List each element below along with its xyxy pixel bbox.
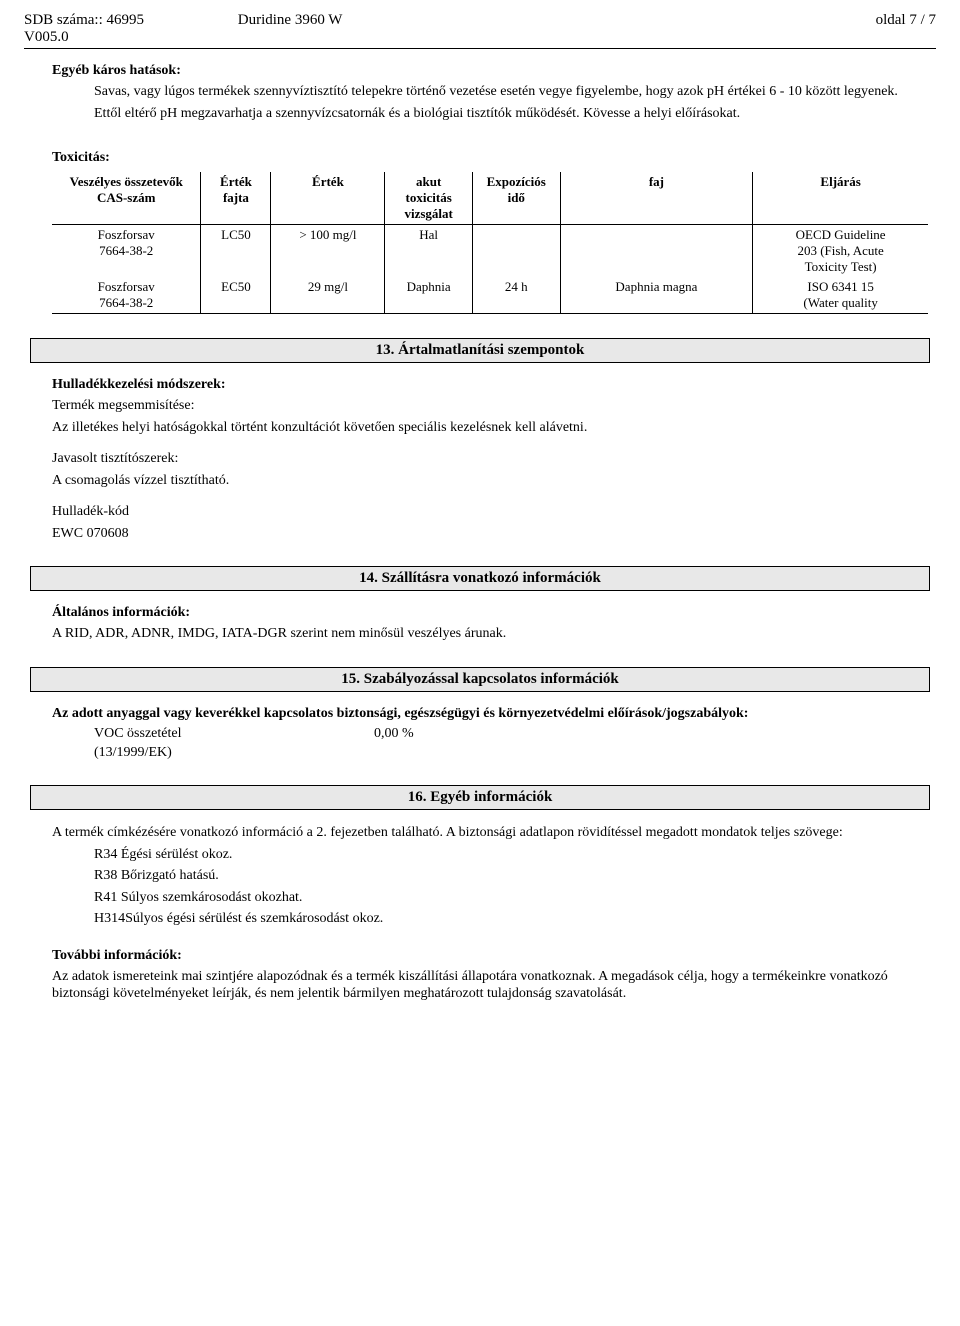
table-cell: Daphnia magna [560, 277, 753, 314]
disposal-label: Termék megsemmisítése: [52, 397, 928, 415]
table-cell: 29 mg/l [271, 277, 385, 314]
toxicity-table: Veszélyes összetevők CAS-szám Érték fajt… [52, 172, 928, 314]
section-14-header: 14. Szállításra vonatkozó információk [30, 566, 930, 591]
effects-text-1: Savas, vagy lúgos termékek szennyvíztisz… [94, 83, 928, 101]
th-valuetype-2: fajta [223, 190, 249, 205]
r38-phrase: R38 Bőrizgató hatású. [94, 867, 928, 885]
th-species: faj [649, 174, 664, 189]
further-info-text: Az adatok ismereteink mai szintjére alap… [52, 968, 928, 1003]
table-cell [560, 225, 753, 278]
th-method: Eljárás [820, 174, 860, 189]
table-cell: Hal [385, 225, 473, 278]
h314-phrase: H314Súlyos égési sérülést és szemkárosod… [94, 910, 928, 928]
th-cas: CAS-szám [97, 190, 156, 205]
th-exp-2: idő [508, 190, 525, 205]
product-title: Duridine 3960 W [238, 12, 343, 28]
table-cell: ISO 6341 15 (Water quality [753, 277, 928, 314]
general-info-text: A RID, ADR, ADNR, IMDG, IATA-DGR szerint… [52, 625, 928, 643]
version: V005.0 [24, 29, 342, 46]
table-cell: > 100 mg/l [271, 225, 385, 278]
table-cell: EC50 [201, 277, 271, 314]
sdb-label: SDB száma:: [24, 12, 103, 28]
other-effects-title: Egyéb káros hatások: [52, 63, 928, 79]
waste-methods-title: Hulladékkezelési módszerek: [52, 377, 928, 393]
disposal-text: Az illetékes helyi hatóságokkal történt … [52, 419, 928, 437]
section-13-header: 13. Ártalmatlanítási szempontok [30, 338, 930, 363]
r34-phrase: R34 Égési sérülést okoz. [94, 846, 928, 864]
cleaners-text: A csomagolás vízzel tisztítható. [52, 472, 928, 490]
sdb-number: 46995 [107, 12, 145, 28]
table-cell: Foszforsav 7664-38-2 [52, 225, 201, 278]
table-cell [472, 225, 560, 278]
th-value: Érték [312, 174, 344, 189]
th-test-3: vizsgálat [404, 206, 452, 221]
waste-code-label: Hulladék-kód [52, 503, 928, 521]
section-15-header: 15. Szabályozással kapcsolatos informáci… [30, 667, 930, 692]
th-test-1: akut [416, 174, 441, 189]
effects-text-2: Ettől eltérő pH megzavarhatja a szennyví… [94, 105, 928, 123]
waste-code-value: EWC 070608 [52, 525, 928, 543]
th-valuetype-1: Érték [220, 174, 252, 189]
regs-title: Az adott anyaggal vagy keverékkel kapcso… [52, 706, 928, 722]
page-number: oldal 7 / 7 [876, 12, 936, 29]
r41-phrase: R41 Súlyos szemkárosodást okozhat. [94, 889, 928, 907]
table-cell: OECD Guideline 203 (Fish, Acute Toxicity… [753, 225, 928, 278]
section-16-header: 16. Egyéb információk [30, 785, 930, 810]
further-info-label: További információk: [52, 948, 928, 964]
toxicity-title: Toxicitás: [52, 150, 928, 166]
table-cell: Daphnia [385, 277, 473, 314]
th-test-2: toxicitás [406, 190, 452, 205]
table-cell: Foszforsav 7664-38-2 [52, 277, 201, 314]
th-components: Veszélyes összetevők [70, 174, 183, 189]
voc-note: (13/1999/EK) [94, 744, 928, 762]
cleaners-label: Javasolt tisztítószerek: [52, 450, 928, 468]
table-cell: 24 h [472, 277, 560, 314]
th-exp-1: Expozíciós [487, 174, 546, 189]
header-divider [24, 48, 936, 49]
voc-label: VOC összetétel [94, 726, 181, 741]
general-info-label: Általános információk: [52, 605, 928, 621]
voc-value: 0,00 % [374, 726, 414, 742]
table-cell: LC50 [201, 225, 271, 278]
page-header: SDB száma:: 46995 Duridine 3960 W V005.0… [24, 12, 936, 46]
label-info-text: A termék címkézésére vonatkozó informáci… [52, 824, 928, 842]
